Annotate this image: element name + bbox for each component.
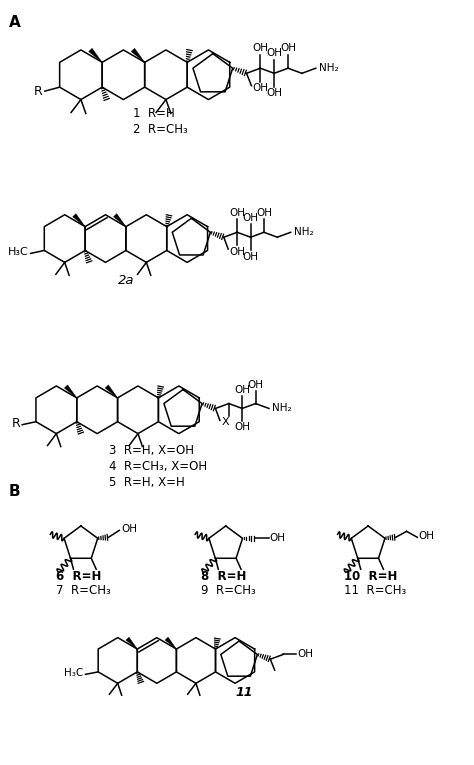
Polygon shape (126, 637, 137, 649)
Text: OH: OH (121, 524, 137, 534)
Polygon shape (131, 48, 145, 62)
Text: OH: OH (266, 88, 282, 98)
Text: R: R (11, 417, 20, 430)
Text: 6  R=H: 6 R=H (56, 570, 102, 583)
Text: OH: OH (419, 532, 435, 542)
Text: 8  R=H: 8 R=H (201, 570, 246, 583)
Polygon shape (114, 213, 126, 226)
Text: B: B (9, 484, 20, 500)
Polygon shape (73, 213, 85, 226)
Text: OH: OH (229, 246, 245, 257)
Polygon shape (165, 637, 176, 649)
Text: OH: OH (247, 379, 264, 389)
Text: 2a: 2a (118, 274, 134, 287)
Text: OH: OH (243, 252, 258, 262)
Text: OH: OH (252, 44, 268, 54)
Text: OH: OH (280, 44, 296, 54)
Polygon shape (64, 385, 77, 398)
Text: 11  R=CH₃: 11 R=CH₃ (344, 584, 406, 597)
Text: 5  R=H, X=H: 5 R=H, X=H (109, 477, 185, 490)
Text: OH: OH (234, 385, 250, 395)
Text: 7  R=CH₃: 7 R=CH₃ (56, 584, 111, 597)
Text: OH: OH (270, 533, 285, 543)
Polygon shape (89, 48, 102, 62)
Text: OH: OH (256, 208, 272, 218)
Text: 11: 11 (235, 686, 253, 699)
Text: 3  R=H, X=OH: 3 R=H, X=OH (109, 444, 194, 457)
Text: OH: OH (252, 83, 268, 93)
Text: NH₂: NH₂ (272, 403, 292, 413)
Text: 10  R=H: 10 R=H (344, 570, 397, 583)
Text: OH: OH (229, 208, 245, 218)
Polygon shape (105, 385, 118, 398)
Text: A: A (9, 15, 20, 30)
Text: OH: OH (234, 422, 250, 432)
Text: 2  R=CH₃: 2 R=CH₃ (134, 123, 188, 136)
Text: NH₂: NH₂ (293, 227, 313, 237)
Text: 1  R=H: 1 R=H (134, 107, 175, 120)
Text: 4  R=CH₃, X=OH: 4 R=CH₃, X=OH (109, 461, 208, 474)
Text: OH: OH (266, 48, 282, 58)
Text: NH₂: NH₂ (319, 63, 338, 73)
Text: R: R (34, 85, 43, 98)
Text: OH: OH (297, 649, 313, 659)
Text: 9  R=CH₃: 9 R=CH₃ (201, 584, 256, 597)
Text: X: X (221, 418, 229, 428)
Text: H₃C: H₃C (8, 247, 28, 258)
Text: OH: OH (243, 213, 258, 223)
Text: H₃C: H₃C (64, 669, 83, 679)
